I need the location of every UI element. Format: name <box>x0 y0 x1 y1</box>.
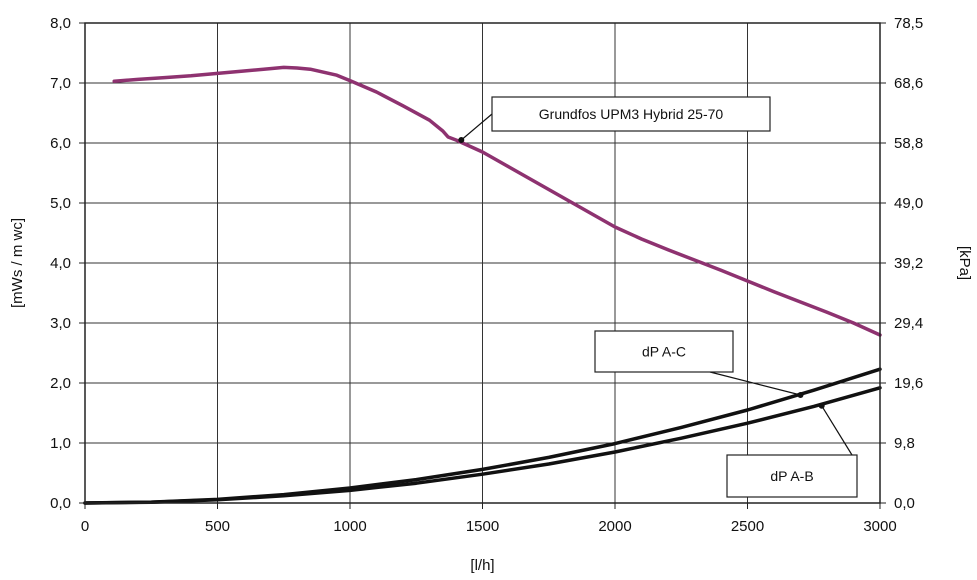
annotation-box <box>491 96 771 132</box>
annotation-label-dp-a-b: dP A-B <box>770 468 813 484</box>
y-axis-title-right: [kPa] <box>956 246 973 280</box>
y-tick-label-right: 58,8 <box>894 135 923 152</box>
plot-frame <box>84 22 881 504</box>
annotation-leader-line <box>821 405 853 456</box>
y-axis-title-left: [mWs / m wc] <box>9 218 26 308</box>
x-tick-label: 2500 <box>731 518 764 535</box>
x-tick-label: 500 <box>205 518 230 535</box>
y-tick-label-left: 7,0 <box>50 75 71 92</box>
annotation-label-grundfos-upm3-hybrid-25-70: Grundfos UPM3 Hybrid 25-70 <box>539 106 724 122</box>
annotation-box <box>726 454 858 498</box>
y-tick-label-left: 0,0 <box>50 495 71 512</box>
annotation-point <box>458 137 465 143</box>
y-tick-label-right: 68,6 <box>894 75 923 92</box>
y-tick-label-right: 19,6 <box>894 375 923 392</box>
annotation-box <box>594 330 734 373</box>
x-tick-label: 3000 <box>863 518 896 535</box>
annotation-label-dp-a-c: dP A-C <box>642 344 686 360</box>
y-axis-ticks-right: 0,0 9,8 19,6 29,4 39,2 49,0 58,8 68,6 78,5 <box>880 15 923 512</box>
annotation-point <box>818 402 825 409</box>
annotation-leader-line <box>460 113 493 141</box>
y-tick-label-right: 49,0 <box>894 195 923 212</box>
series-line-dp-a-b <box>83 386 882 505</box>
y-tick-label-right: 9,8 <box>894 435 915 452</box>
y-tick-label-right: 78,5 <box>894 15 923 32</box>
series-lines <box>83 65 882 505</box>
annotation-point <box>797 392 804 398</box>
annotation-leader-line <box>709 371 801 396</box>
x-tick-label: 2000 <box>598 518 631 535</box>
y-tick-label-right: 39,2 <box>894 255 923 272</box>
x-tick-label: 1000 <box>333 518 366 535</box>
y-tick-label-left: 1,0 <box>50 435 71 452</box>
x-tick-label: 0 <box>81 518 89 535</box>
x-axis-ticks: 0 500 1000 1500 2000 2500 3000 <box>81 503 897 535</box>
y-tick-label-right: 0,0 <box>894 495 915 512</box>
y-axis-ticks-left: 0,0 1,0 2,0 3,0 4,0 5,0 6,0 7,0 8,0 <box>50 15 85 512</box>
x-tick-label: 1500 <box>466 518 499 535</box>
y-tick-label-left: 2,0 <box>50 375 71 392</box>
y-tick-label-left: 8,0 <box>50 15 71 32</box>
x-axis-title: [l/h] <box>470 557 494 574</box>
y-tick-label-left: 5,0 <box>50 195 71 212</box>
y-tick-label-right: 29,4 <box>894 315 923 332</box>
series-annotations: Grundfos UPM3 Hybrid 25-70 dP A-C dP A-B <box>458 96 858 498</box>
grid <box>84 22 881 504</box>
y-tick-label-left: 6,0 <box>50 135 71 152</box>
series-line-grundfos-upm3-hybrid-25-70 <box>112 65 882 337</box>
y-tick-label-left: 3,0 <box>50 315 71 332</box>
y-tick-label-left: 4,0 <box>50 255 71 272</box>
